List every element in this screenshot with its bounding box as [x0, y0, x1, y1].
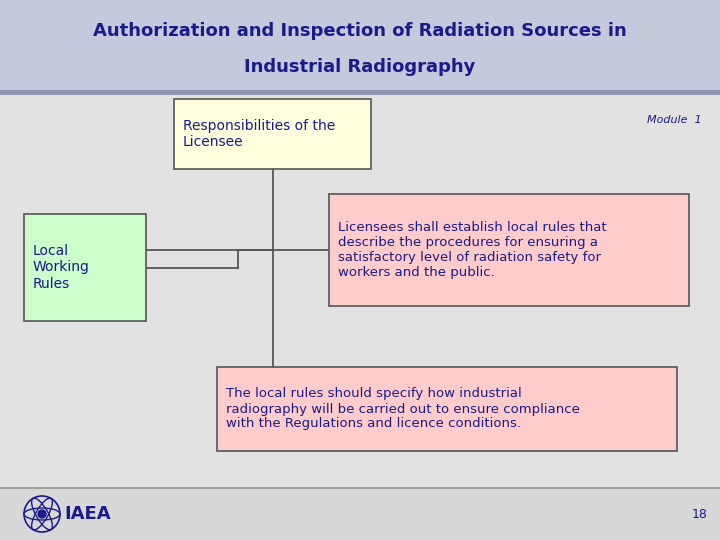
- Text: IAEA: IAEA: [64, 505, 111, 523]
- Text: Authorization and Inspection of Radiation Sources in: Authorization and Inspection of Radiatio…: [93, 23, 627, 40]
- Text: Licensees shall establish local rules that
describe the procedures for ensuring : Licensees shall establish local rules th…: [338, 221, 607, 279]
- Bar: [0, 487, 720, 489]
- Text: Responsibilities of the
Licensee: Responsibilities of the Licensee: [183, 119, 336, 149]
- Bar: [0, 0, 720, 90]
- FancyBboxPatch shape: [329, 194, 689, 306]
- Bar: [0, 90, 720, 95]
- FancyBboxPatch shape: [217, 367, 677, 451]
- Bar: [0, 488, 720, 540]
- FancyBboxPatch shape: [24, 214, 146, 321]
- Text: Industrial Radiography: Industrial Radiography: [244, 58, 476, 77]
- Text: The local rules should specify how industrial
radiography will be carried out to: The local rules should specify how indus…: [226, 388, 580, 430]
- FancyBboxPatch shape: [174, 99, 371, 169]
- Text: Local
Working
Rules: Local Working Rules: [33, 244, 90, 291]
- Text: 18: 18: [692, 508, 708, 521]
- Circle shape: [38, 510, 46, 518]
- Text: Module  1: Module 1: [647, 115, 702, 125]
